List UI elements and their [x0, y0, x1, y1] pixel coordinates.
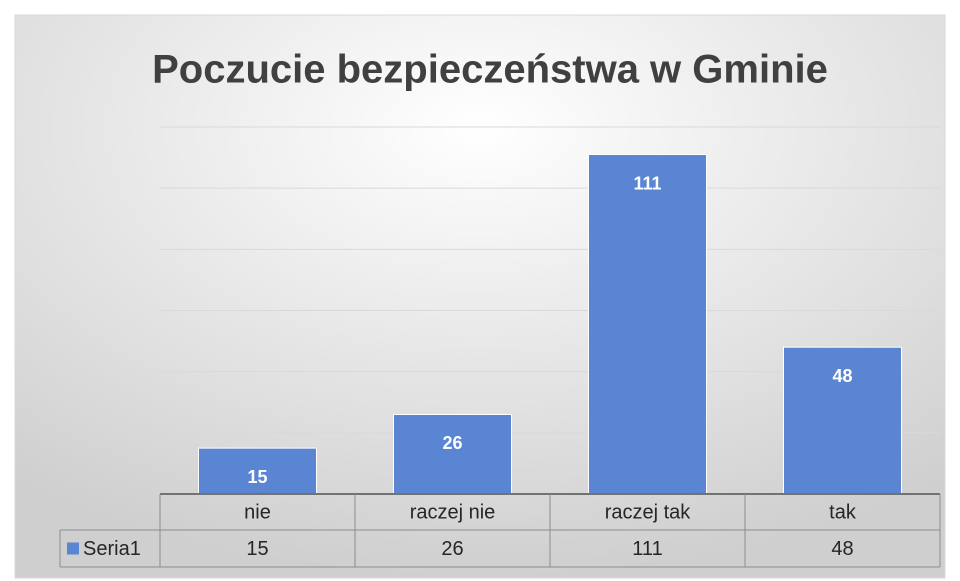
data-label: 111: [633, 173, 661, 193]
table-value: 48: [831, 538, 853, 560]
bar: [198, 447, 317, 495]
data-label: 48: [832, 366, 852, 386]
bar: [588, 154, 707, 495]
table-value: 111: [632, 538, 662, 560]
x-tick-label: raczej nie: [410, 501, 496, 523]
x-tick-label: tak: [829, 501, 857, 523]
data-label: 26: [442, 433, 462, 453]
chart-title: Poczucie bezpieczeństwa w Gminie: [152, 48, 828, 92]
bar: [393, 413, 512, 495]
table-value: 26: [441, 538, 463, 560]
table-value: 15: [246, 538, 268, 560]
x-tick-label: raczej tak: [605, 501, 692, 523]
legend-label: Seria1: [83, 538, 141, 560]
data-label: 15: [247, 467, 267, 487]
legend-swatch: [67, 542, 79, 555]
x-tick-label: nie: [244, 501, 271, 523]
bar: [783, 346, 902, 495]
